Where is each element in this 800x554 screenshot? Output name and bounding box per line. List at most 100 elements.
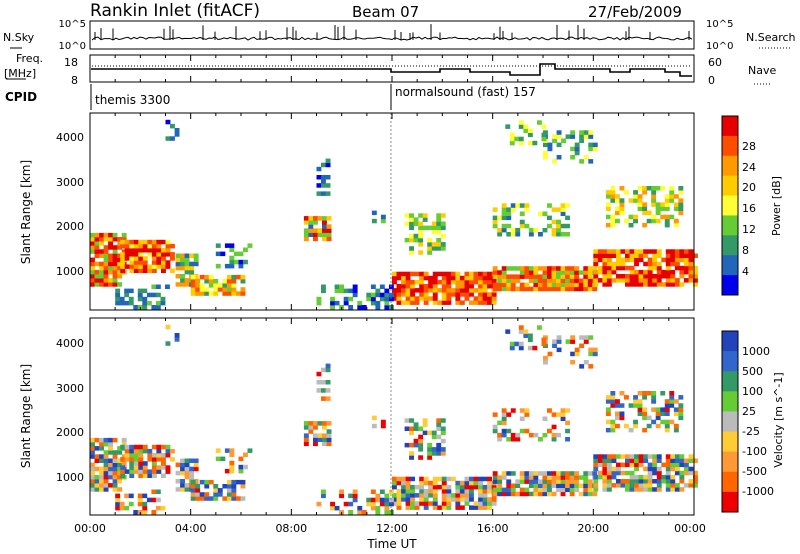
power-cell: [624, 190, 629, 195]
power-cell: [450, 275, 456, 281]
power-cell: [647, 278, 653, 283]
power-cell: [316, 175, 322, 180]
velocity-cell: [664, 427, 670, 433]
velocity-cell: [519, 408, 525, 413]
velocity-cell: [231, 488, 237, 493]
velocity-cell: [624, 395, 629, 400]
power-cell: [379, 292, 385, 298]
velocity-cell: [583, 491, 589, 497]
velocity-cell: [418, 455, 424, 460]
power-cell: [669, 190, 675, 195]
velocity-cell: [469, 476, 474, 482]
power-cell: [552, 134, 557, 139]
power-cell: [432, 300, 438, 305]
velocity-panel: 1000 2000 3000 4000 Slant Range [km]: [19, 317, 698, 516]
power-cell: [120, 252, 126, 257]
power-cell: [322, 228, 327, 233]
velocity-cell: [189, 458, 195, 463]
velocity-cell: [646, 415, 652, 421]
power-cell: [115, 300, 121, 306]
velocity-cell: [108, 466, 113, 472]
power-cell: [184, 261, 190, 267]
velocity-cell: [155, 497, 161, 503]
power-cell: [165, 284, 170, 289]
power-cell: [325, 162, 331, 168]
velocity-cell: [436, 451, 442, 456]
power-cell: [446, 279, 452, 285]
power-cell: [524, 286, 530, 292]
velocity-cell: [436, 418, 442, 423]
velocity-cell: [112, 470, 118, 476]
power-cell: [497, 227, 503, 233]
velocity-cell: [482, 505, 488, 510]
power-cell: [151, 256, 157, 261]
velocity-cell: [459, 489, 465, 494]
power-cell: [441, 284, 447, 289]
power-cell: [501, 278, 507, 283]
velocity-cell: [515, 491, 521, 497]
velocity-cell: [184, 474, 190, 480]
velocity-cell: [611, 470, 617, 476]
velocity-cell: [94, 479, 100, 484]
power-cell: [370, 284, 376, 289]
power-colorbar-swatch: [722, 195, 738, 216]
velocity-cell: [413, 438, 419, 444]
velocity-cell: [432, 493, 438, 498]
power-cell: [633, 214, 638, 220]
velocity-cell: [124, 469, 130, 474]
velocity-cell: [229, 452, 235, 457]
power-cell: [431, 221, 437, 226]
velocity-cell: [427, 455, 433, 460]
velocity-cell: [384, 505, 390, 511]
velocity-cell: [628, 427, 634, 433]
velocity-cell: [440, 447, 446, 452]
power-cell: [142, 243, 148, 249]
power-cell: [615, 218, 620, 224]
power-cell: [533, 227, 539, 233]
power-cell: [651, 190, 657, 195]
velocity-cell: [524, 491, 530, 497]
velocity-cell: [352, 493, 358, 499]
power-cell: [678, 210, 684, 216]
velocity-cell: [401, 484, 406, 490]
power-cell: [432, 284, 438, 289]
power-cell: [375, 288, 381, 294]
power-cell: [161, 252, 166, 257]
power-cell: [583, 270, 589, 275]
power-cell: [423, 271, 429, 277]
power-cell: [455, 271, 461, 277]
cpid-segment-1: themis 3300: [95, 93, 170, 107]
velocity-cell: [410, 489, 415, 494]
velocity-cell: [142, 461, 148, 466]
velocity-cell: [409, 418, 414, 423]
velocity-cell: [547, 408, 552, 413]
velocity-cell: [538, 471, 543, 476]
power-colorbar-swatch: [722, 255, 738, 276]
power-cell: [634, 261, 639, 267]
power-cell: [103, 253, 109, 258]
velocity-cell: [108, 450, 113, 455]
velocity-cell: [652, 466, 658, 472]
vel-cbar-tick-500: 500: [742, 365, 763, 378]
power-cell: [322, 220, 327, 225]
velocity-cell: [533, 479, 539, 484]
velocity-cell: [501, 471, 507, 476]
power-cell: [664, 214, 670, 220]
velocity-cell: [165, 465, 171, 470]
velocity-cell: [103, 437, 109, 443]
velocity-cell: [638, 487, 644, 492]
power-cell: [455, 275, 461, 281]
velocity-cell: [366, 501, 372, 507]
velocity-cell: [469, 489, 474, 494]
power-cell: [593, 261, 599, 267]
velocity-cell: [491, 497, 497, 502]
power-cell: [313, 220, 318, 225]
velocity-cell: [392, 493, 397, 498]
velocity-cell: [670, 454, 676, 459]
power-cell: [560, 282, 566, 288]
power-cell: [94, 282, 100, 287]
velocity-cell: [432, 484, 438, 490]
power-cell: [208, 291, 214, 296]
velocity-cell: [588, 351, 594, 357]
power-cell: [112, 265, 118, 271]
